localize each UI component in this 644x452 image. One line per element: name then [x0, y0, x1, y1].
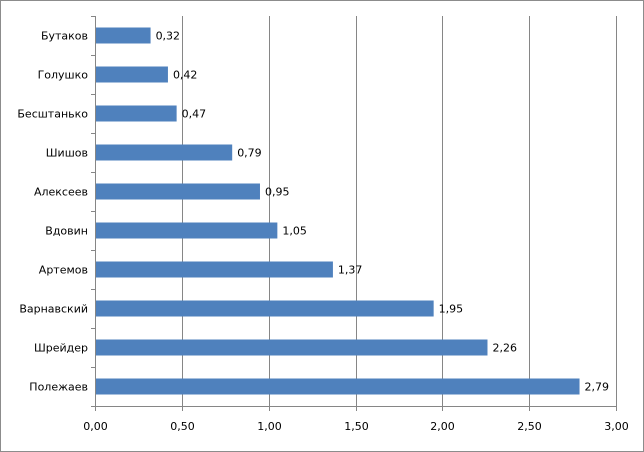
- category-label: Алексеев: [34, 186, 88, 199]
- value-label: 0,47: [182, 108, 207, 121]
- bar: [96, 105, 177, 122]
- bar: [96, 261, 333, 278]
- category-label: Варнавский: [19, 303, 88, 316]
- bar: [96, 222, 278, 239]
- category-label: Бутаков: [41, 30, 88, 43]
- category-label: Шишов: [46, 147, 88, 160]
- x-tick-label: 2,00: [430, 420, 455, 433]
- value-label: 0,32: [156, 30, 181, 43]
- x-tick-label: 3,00: [604, 420, 629, 433]
- category-label: Полежаев: [29, 381, 88, 394]
- bar: [96, 66, 168, 83]
- value-label: 2,26: [492, 342, 517, 355]
- x-tick-label: 0,00: [83, 420, 108, 433]
- bar: [96, 144, 233, 161]
- value-label: 1,05: [282, 225, 307, 238]
- x-tick-label: 0,50: [170, 420, 195, 433]
- value-label: 0,95: [265, 186, 290, 199]
- category-label: Шрейдер: [34, 342, 88, 355]
- bar: [96, 378, 580, 395]
- x-tick-label: 1,00: [257, 420, 282, 433]
- category-label: Артемов: [39, 264, 88, 277]
- value-label: 0,42: [173, 69, 198, 82]
- bar: [96, 183, 260, 200]
- x-tick-label: 2,50: [517, 420, 542, 433]
- value-label: 2,79: [585, 381, 610, 394]
- bar: [96, 339, 488, 356]
- value-label: 0,79: [237, 147, 261, 160]
- value-label: 1,37: [338, 264, 363, 277]
- category-label: Вдовин: [45, 225, 88, 238]
- category-label: Бесштанько: [17, 108, 88, 121]
- value-label: 1,95: [439, 303, 464, 316]
- bar: [96, 300, 434, 317]
- category-label: Голушко: [38, 69, 89, 82]
- bar: [96, 27, 151, 44]
- x-tick-label: 1,50: [344, 420, 369, 433]
